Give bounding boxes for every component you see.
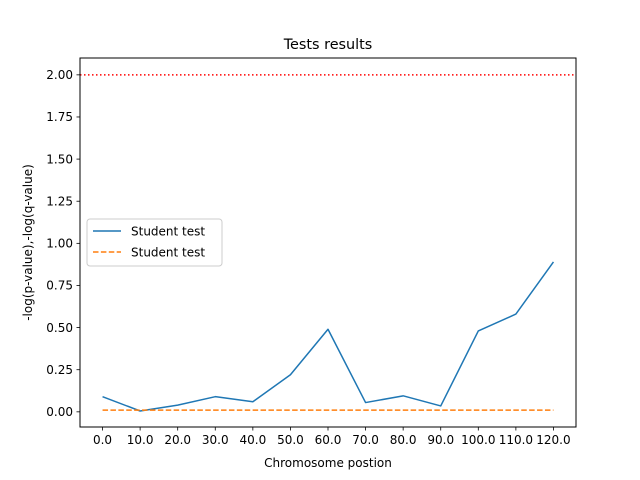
- x-tick-label: 50.0: [277, 433, 304, 447]
- legend-label-2: Student test: [131, 245, 205, 259]
- x-axis-label: Chromosome postion: [264, 456, 392, 470]
- x-tick-label: 60.0: [315, 433, 342, 447]
- chart-title: Tests results: [283, 37, 373, 53]
- x-tick-label: 10.0: [127, 433, 154, 447]
- x-tick-label: 100.0: [461, 433, 495, 447]
- y-tick-label: 1.75: [46, 110, 73, 124]
- y-axis-label: -log(p-value),-log(q-value): [21, 164, 35, 321]
- x-tick-label: 120.0: [536, 433, 570, 447]
- x-tick-label: 40.0: [239, 433, 266, 447]
- x-tick-label: 90.0: [427, 433, 454, 447]
- y-axis: 0.00 0.25 0.50 0.75 1.00 1.25 1.50 1.75 2.00: [46, 68, 80, 419]
- y-tick-label: 1.00: [46, 237, 73, 251]
- y-tick-label: 0.25: [46, 363, 73, 377]
- y-tick-label: 1.25: [46, 194, 73, 208]
- x-tick-label: 80.0: [390, 433, 417, 447]
- x-tick-label: 110.0: [499, 433, 533, 447]
- y-tick-label: 1.50: [46, 152, 73, 166]
- legend-label-1: Student test: [131, 224, 205, 238]
- y-tick-label: 0.75: [46, 279, 73, 293]
- y-tick-label: 2.00: [46, 68, 73, 82]
- x-axis: 0.0 10.0 20.0 30.0 40.0 50.0 60.0 70.0 80.0 90.0 1…: [93, 427, 571, 447]
- legend: Student test Student test: [86, 218, 223, 267]
- x-tick-label: 20.0: [164, 433, 191, 447]
- x-tick-label: 0.0: [93, 433, 112, 447]
- x-tick-label: 30.0: [202, 433, 229, 447]
- x-tick-label: 70.0: [352, 433, 379, 447]
- series-line-1: [102, 261, 555, 412]
- y-tick-label: 0.00: [46, 405, 73, 419]
- plot-area: [80, 74, 576, 412]
- y-tick-label: 0.50: [46, 321, 73, 335]
